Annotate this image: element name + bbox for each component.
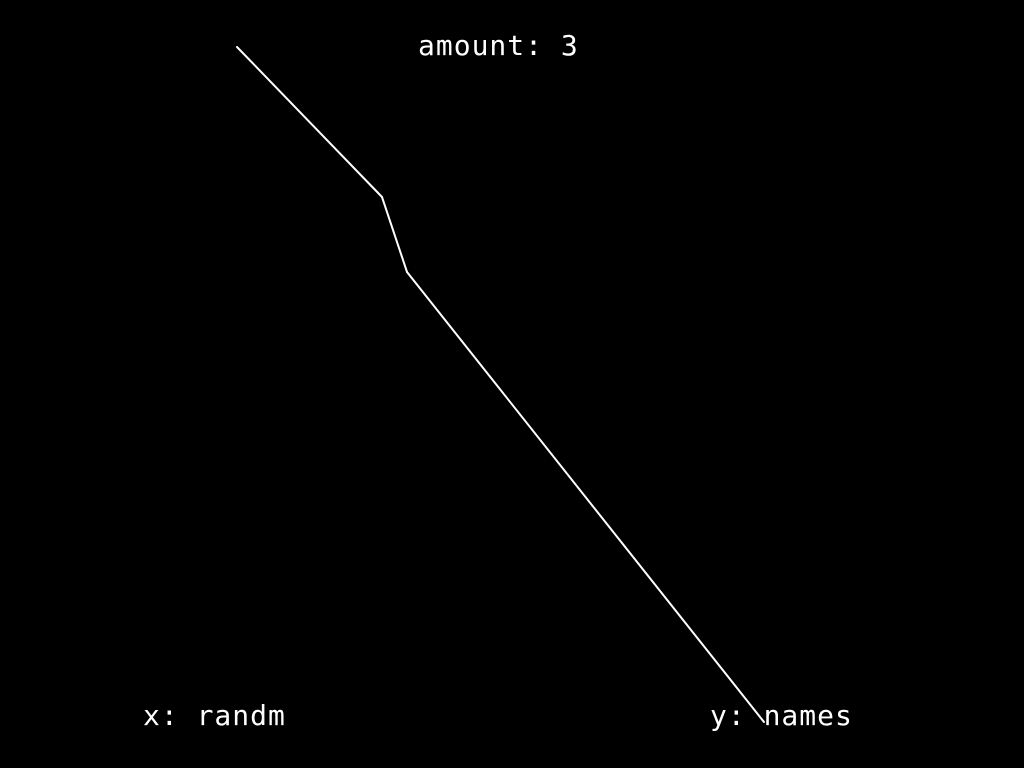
- x-axis-label: x: randm: [143, 699, 286, 732]
- series-point-3: [763, 721, 765, 723]
- series-point-1: [381, 196, 383, 198]
- series-line: [236, 46, 765, 723]
- y-axis-label: y: names: [710, 699, 853, 732]
- series-point-2: [406, 271, 408, 273]
- series-point-0: [236, 46, 238, 48]
- chart-title: amount: 3: [418, 29, 579, 62]
